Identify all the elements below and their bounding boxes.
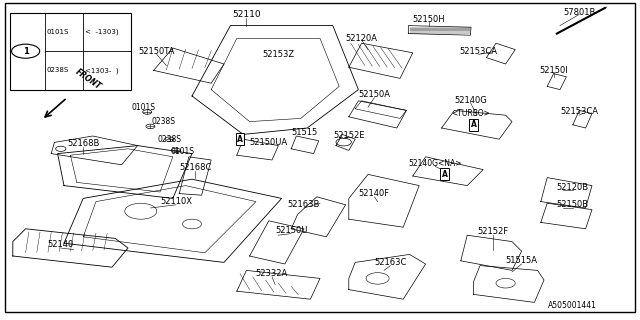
Text: <1303-  ): <1303- ) [85,67,119,74]
Text: A: A [470,120,477,129]
Text: 52140: 52140 [47,240,74,249]
Text: 52163C: 52163C [374,258,406,267]
Text: A: A [442,170,448,179]
Text: 52153Z: 52153Z [262,50,294,59]
Text: 0101S: 0101S [132,103,156,112]
Text: 0238S: 0238S [151,117,175,126]
Text: 52168B: 52168B [67,140,99,148]
Text: 52168C: 52168C [179,164,211,172]
Text: 52150TA: 52150TA [139,47,175,56]
Text: 0101S: 0101S [47,29,69,35]
Text: 52153CA: 52153CA [460,47,498,56]
Text: 57801B: 57801B [563,8,595,17]
Text: 52150UA: 52150UA [250,138,288,147]
Text: 52152E: 52152E [333,132,365,140]
Text: 52152F: 52152F [477,228,508,236]
Text: A505001441: A505001441 [548,301,597,310]
Text: 52140G: 52140G [454,96,487,105]
Text: 52332A: 52332A [256,269,288,278]
Text: <  -1303): < -1303) [85,29,119,35]
Text: 51515A: 51515A [506,256,538,265]
Text: 52110: 52110 [232,10,260,19]
Text: 0101S: 0101S [170,148,195,156]
Text: 51515: 51515 [291,128,317,137]
Text: 52120A: 52120A [346,34,378,43]
Text: FRONT: FRONT [74,67,103,91]
Text: 52150U: 52150U [275,226,307,235]
Text: 52163B: 52163B [288,200,320,209]
Text: 52150B: 52150B [557,200,589,209]
Text: 52120B: 52120B [557,183,589,192]
Text: 52153CA: 52153CA [560,108,598,116]
Text: A: A [237,135,243,144]
Text: 0238S: 0238S [47,68,69,73]
Text: 1: 1 [22,47,29,56]
Text: 52140F: 52140F [359,189,390,198]
Text: 52150I: 52150I [540,66,568,75]
Text: 52140G<NA>: 52140G<NA> [408,159,462,168]
Text: 52150H: 52150H [413,15,445,24]
Bar [10,13,131,90]
Text: 52110X: 52110X [160,197,192,206]
Text: 52150A: 52150A [358,90,390,99]
Text: <TURBO>: <TURBO> [451,109,490,118]
Text: 0238S: 0238S [157,135,182,144]
